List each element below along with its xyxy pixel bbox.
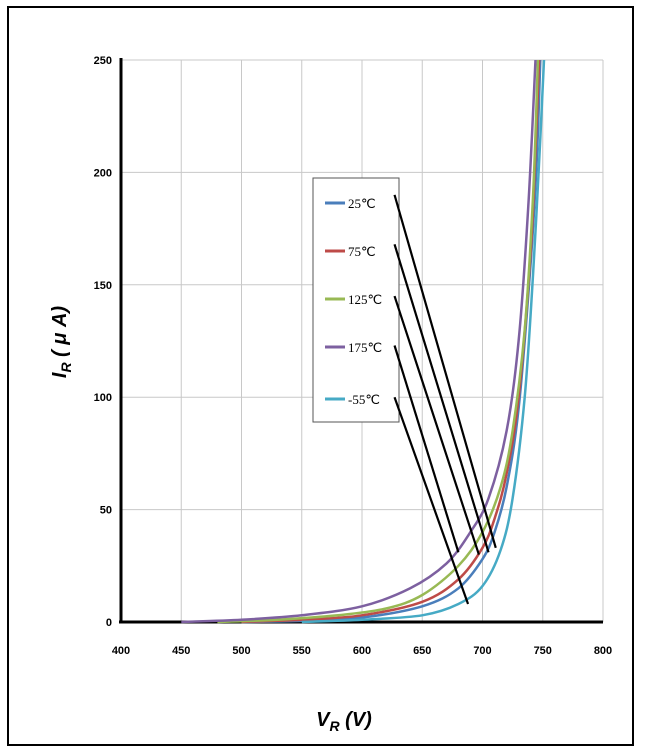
annotation-line-1	[395, 244, 489, 552]
x-tick-label-8: 800	[594, 645, 612, 657]
legend-label-2: 125℃	[348, 292, 382, 307]
x-tick-labels: 400 450 500 550 600 650 700 750 800	[112, 645, 612, 657]
x-axis-title-unit: (V)	[340, 709, 373, 731]
y-tick-label-2: 100	[94, 392, 112, 404]
y-tick-label-4: 200	[94, 167, 112, 179]
x-tick-label-3: 550	[293, 645, 311, 657]
x-tick-label-5: 650	[413, 645, 431, 657]
x-tick-label-1: 450	[172, 645, 190, 657]
y-tick-label-0: 0	[106, 617, 112, 629]
x-tick-label-2: 500	[232, 645, 250, 657]
legend: 25℃ 75℃ 125℃ 175℃ -55℃	[313, 178, 399, 422]
annotation-line-0	[395, 195, 496, 548]
legend-label-1: 75℃	[348, 244, 376, 259]
y-tick-label-1: 50	[100, 505, 112, 517]
x-axis-title: VR (V)	[316, 709, 372, 734]
y-tick-labels: 0 50 100 150 200 250	[94, 55, 112, 629]
y-tick-label-5: 250	[94, 55, 112, 67]
annotation-line-3	[395, 345, 459, 552]
legend-label-4: -55℃	[348, 392, 380, 407]
annotation-line-4	[395, 397, 469, 604]
legend-label-0: 25℃	[348, 196, 376, 211]
y-axis-title: IR ( μ A)	[49, 306, 74, 379]
x-tick-label-4: 600	[353, 645, 371, 657]
annotation-lines	[395, 195, 496, 604]
y-tick-label-3: 150	[94, 280, 112, 292]
y-axis-title-unit: ( μ A)	[49, 306, 71, 363]
x-tick-label-0: 400	[112, 645, 130, 657]
x-tick-label-6: 700	[473, 645, 491, 657]
legend-label-3: 175℃	[348, 340, 382, 355]
x-tick-label-7: 750	[534, 645, 552, 657]
